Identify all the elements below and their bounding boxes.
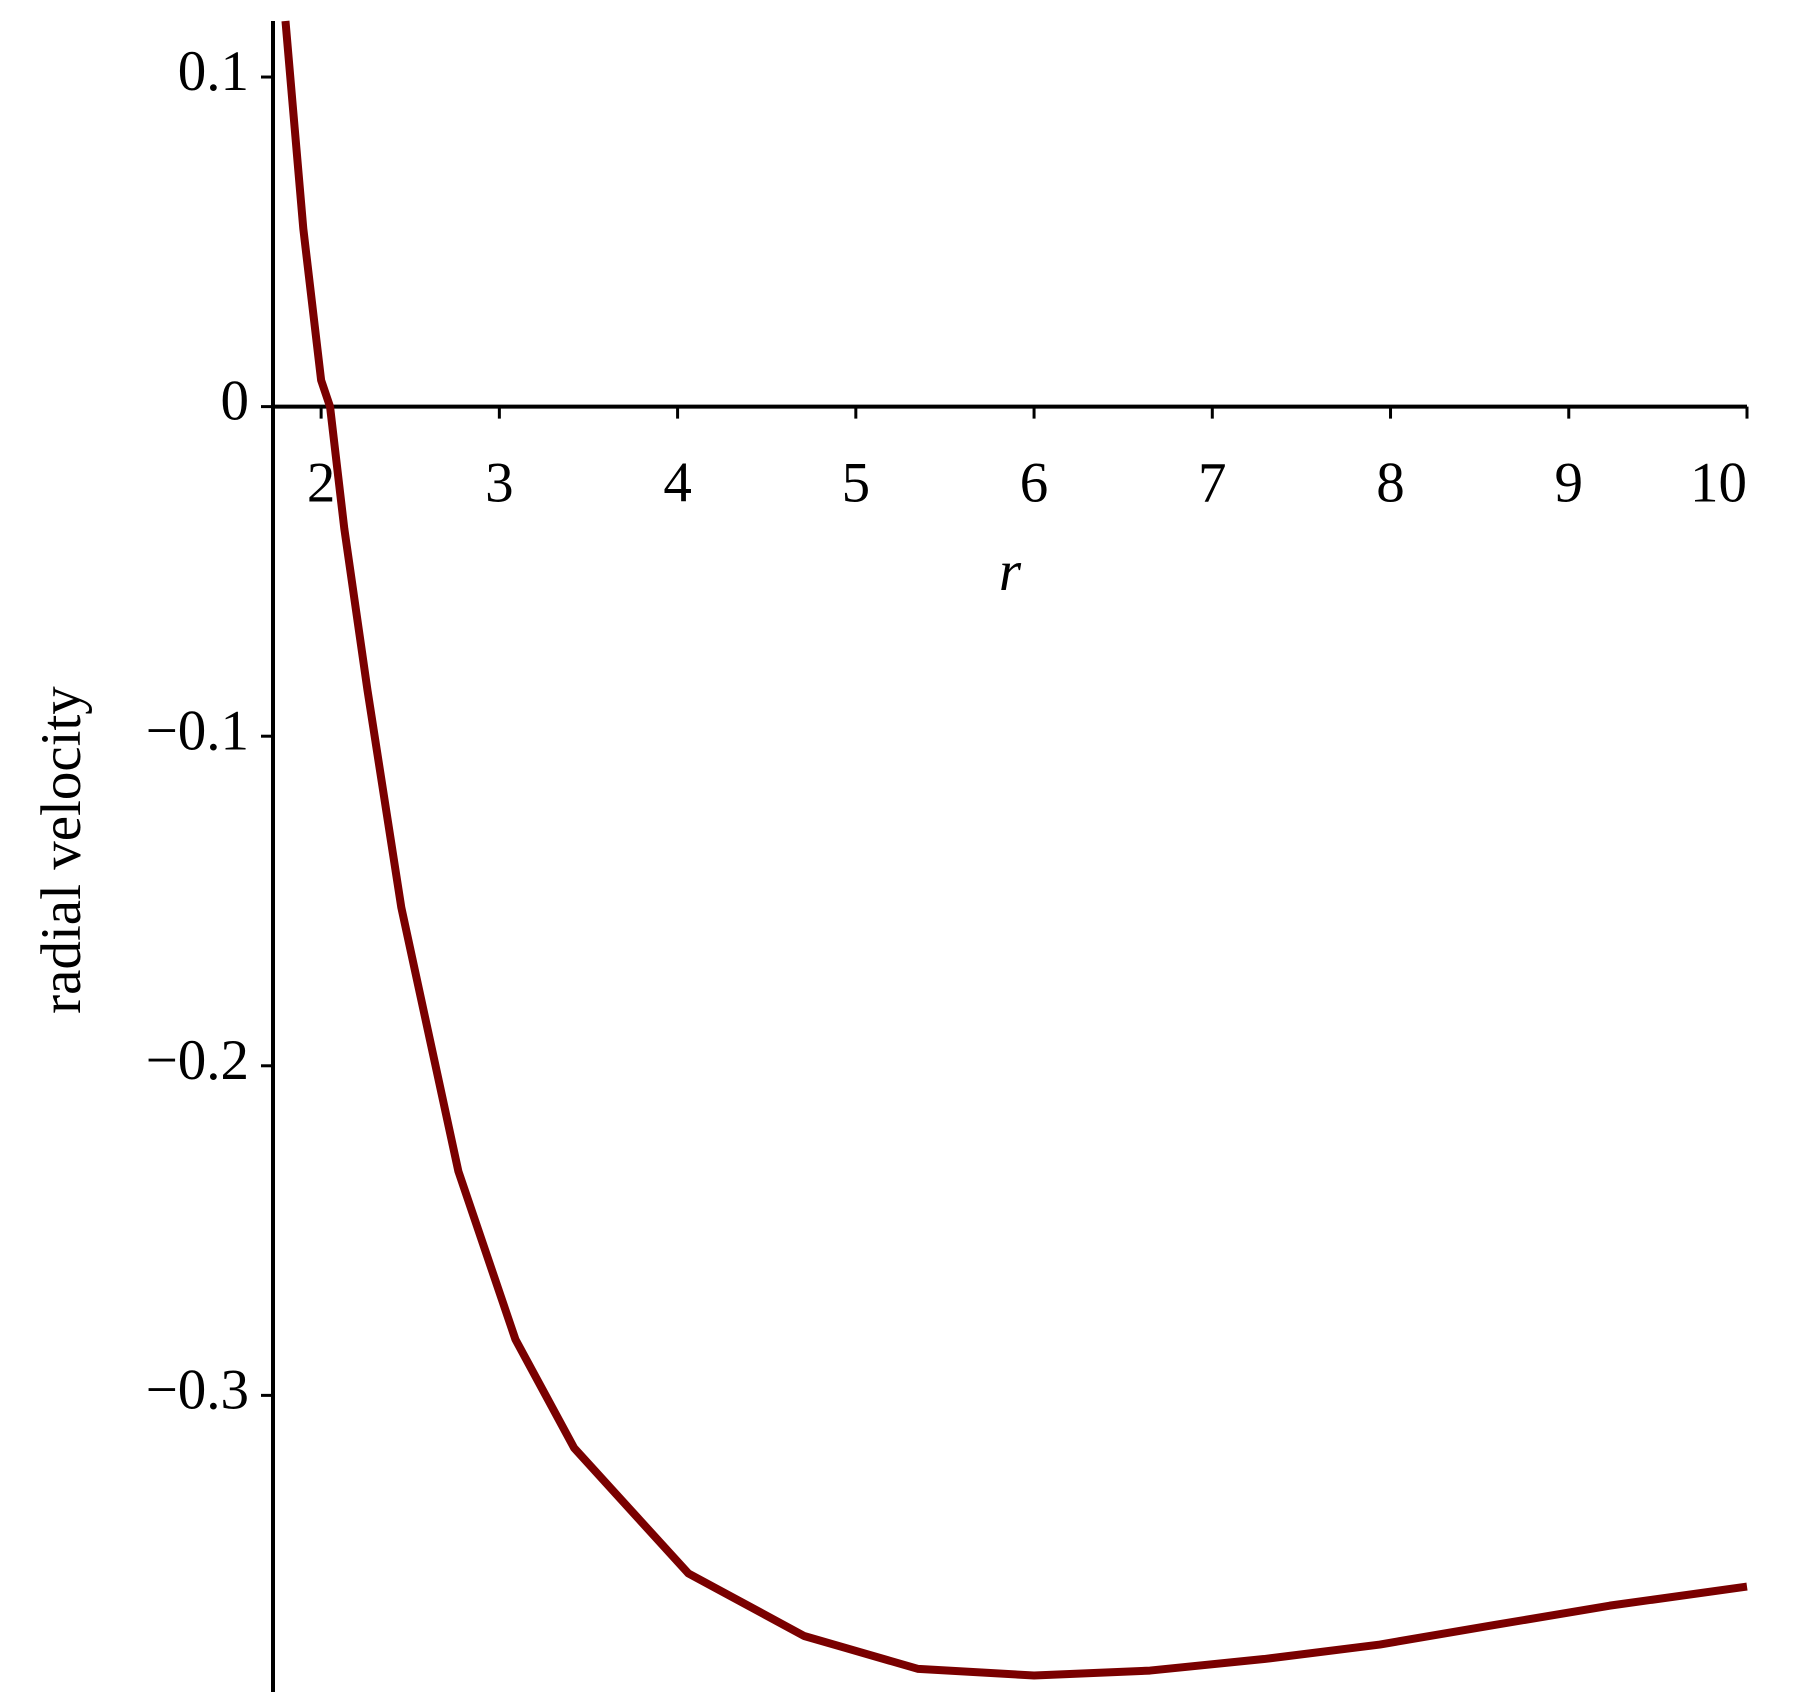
x-tick-label: 8 <box>1376 452 1405 515</box>
y-tick-label: −0.1 <box>146 699 249 762</box>
y-tick-label: −0.2 <box>146 1029 249 1092</box>
x-tick-label: 9 <box>1555 452 1584 515</box>
x-tick-label: 6 <box>1020 452 1049 515</box>
x-tick-label: 3 <box>485 452 514 515</box>
y-axis-label: radial velocity <box>30 686 93 1014</box>
y-tick-label: 0.1 <box>178 40 249 103</box>
data-line <box>281 20 1748 1680</box>
x-tick-label: 7 <box>1198 452 1227 515</box>
y-tick-label: 0 <box>221 370 250 433</box>
x-tick-label: 10 <box>1690 452 1747 515</box>
y-tick-label: −0.3 <box>146 1358 249 1421</box>
x-tick-label: 2 <box>307 452 336 515</box>
x-tick-label: 4 <box>663 452 692 515</box>
x-tick-label: 5 <box>842 452 871 515</box>
x-axis-label: r <box>999 540 1022 603</box>
